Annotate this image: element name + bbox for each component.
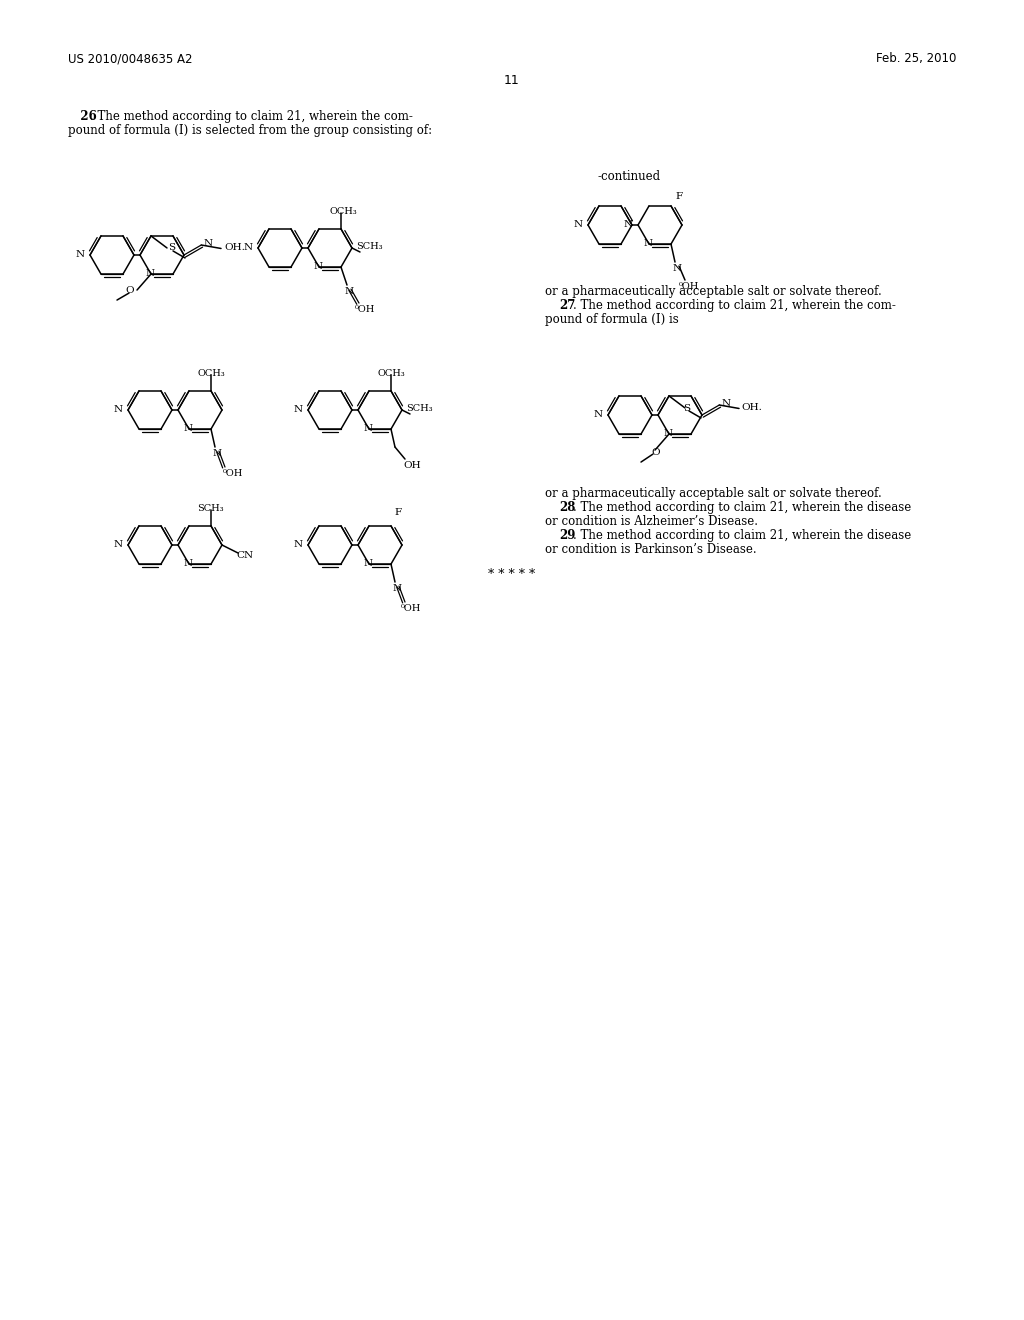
Text: or condition is Parkinson’s Disease.: or condition is Parkinson’s Disease. [545,543,757,556]
Text: N: N [314,263,324,271]
Text: Feb. 25, 2010: Feb. 25, 2010 [876,51,956,65]
Text: N: N [364,560,373,568]
Text: or a pharmaceutically acceptable salt or solvate thereof.: or a pharmaceutically acceptable salt or… [545,285,882,298]
Text: N: N [673,264,682,273]
Text: ⁰OH: ⁰OH [223,469,244,478]
Text: 28: 28 [559,502,575,513]
Text: CN: CN [236,550,253,560]
Text: . The method according to claim 21, wherein the disease: . The method according to claim 21, wher… [573,529,911,543]
Text: OCH₃: OCH₃ [377,370,404,378]
Text: N: N [644,239,653,248]
Text: N: N [364,424,373,433]
Text: OH: OH [403,461,421,470]
Text: ⁰OH: ⁰OH [679,282,699,290]
Text: 26: 26 [68,110,96,123]
Text: . The method according to claim 21, wherein the disease: . The method according to claim 21, wher… [573,502,911,513]
Text: O: O [125,286,133,296]
Text: N: N [146,269,155,279]
Text: US 2010/0048635 A2: US 2010/0048635 A2 [68,51,193,65]
Text: N: N [114,540,123,549]
Text: N: N [594,411,603,418]
Text: OCH₃: OCH₃ [329,207,356,216]
Text: or condition is Alzheimer’s Disease.: or condition is Alzheimer’s Disease. [545,515,758,528]
Text: ⁰OH: ⁰OH [401,605,421,612]
Text: S: S [683,404,690,413]
Text: . The method according to claim 21, wherein the com-: . The method according to claim 21, wher… [90,110,413,123]
Text: N: N [244,243,253,252]
Text: . The method according to claim 21, wherein the com-: . The method according to claim 21, wher… [573,300,896,312]
Text: N: N [345,286,354,296]
Text: N: N [574,220,583,228]
Text: F: F [675,191,682,201]
Text: N: N [204,239,212,248]
Text: or a pharmaceutically acceptable salt or solvate thereof.: or a pharmaceutically acceptable salt or… [545,487,882,500]
Text: 29: 29 [559,529,575,543]
Text: * * * * *: * * * * * [488,568,536,581]
Text: N: N [393,583,402,593]
Text: 11: 11 [504,74,520,87]
Text: F: F [394,508,401,517]
Text: OH.: OH. [741,404,762,412]
Text: pound of formula (I) is: pound of formula (I) is [545,313,679,326]
Text: N: N [624,220,633,228]
Text: N: N [213,449,222,458]
Text: N: N [184,424,194,433]
Text: OCH₃: OCH₃ [197,370,224,378]
Text: SCH₃: SCH₃ [197,504,223,513]
Text: N: N [184,560,194,568]
Text: SCH₃: SCH₃ [356,242,383,251]
Text: S: S [168,243,175,252]
Text: OH.: OH. [224,243,245,252]
Text: 27: 27 [559,300,575,312]
Text: N: N [294,405,303,414]
Text: N: N [76,249,85,259]
Text: N: N [114,405,123,414]
Text: pound of formula (I) is selected from the group consisting of:: pound of formula (I) is selected from th… [68,124,432,137]
Text: N: N [721,399,730,408]
Text: SCH₃: SCH₃ [406,404,432,413]
Text: ⁰OH: ⁰OH [355,305,376,314]
Text: O: O [651,447,659,457]
Text: N: N [664,429,673,438]
Text: -continued: -continued [598,170,662,183]
Text: N: N [294,540,303,549]
